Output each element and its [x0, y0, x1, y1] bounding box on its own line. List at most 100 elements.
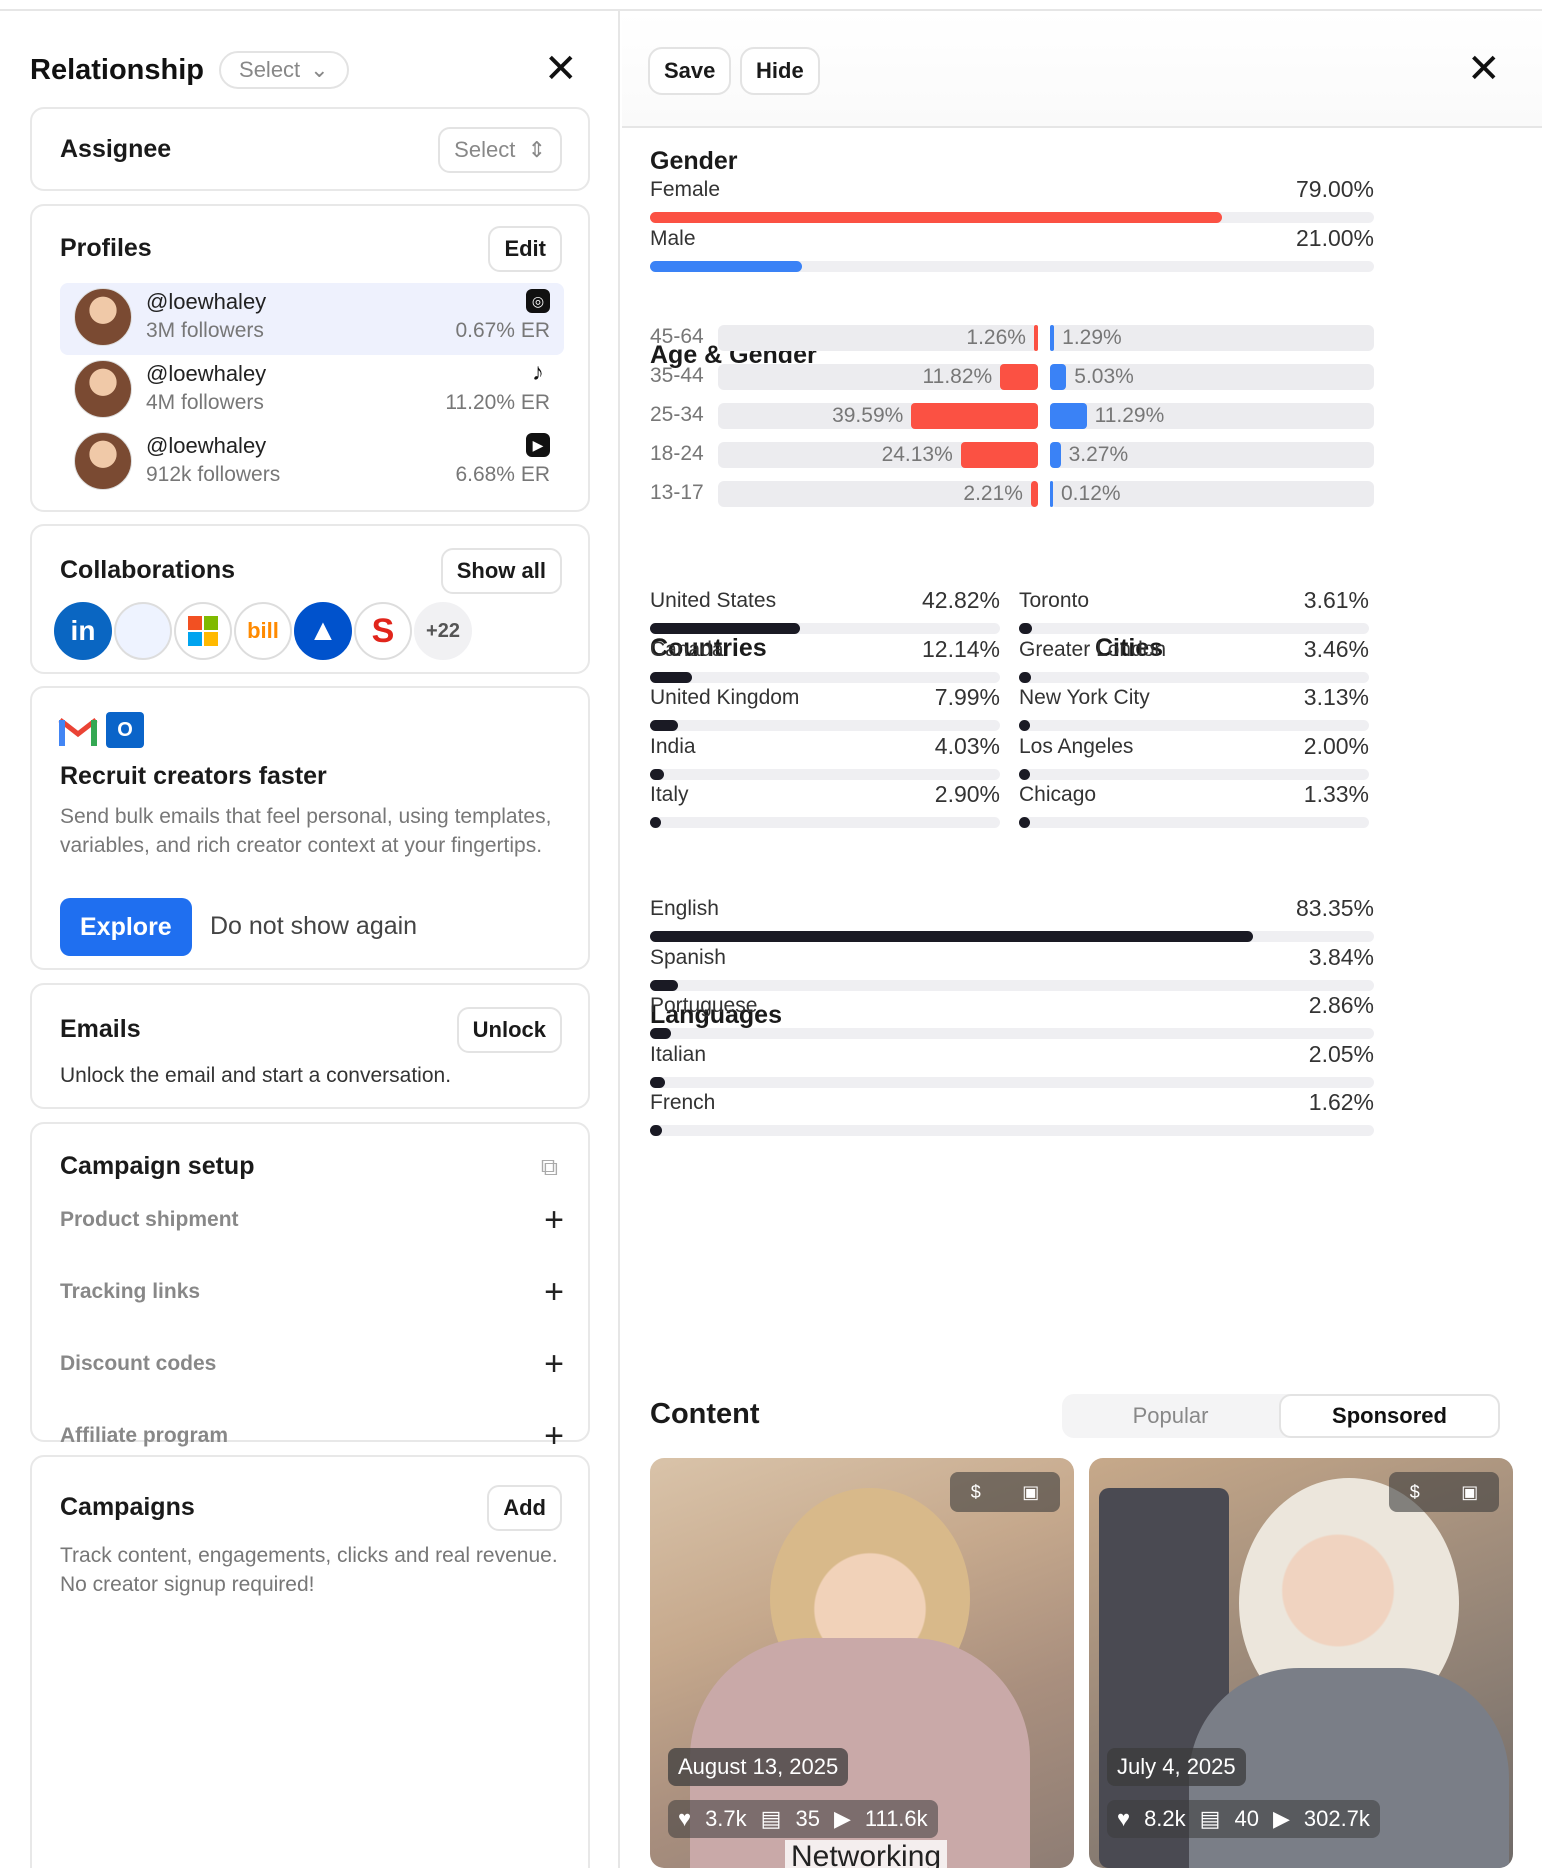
bar-fill [1019, 671, 1032, 683]
explore-button[interactable]: Explore [60, 898, 192, 956]
show-all-button[interactable]: Show all [440, 548, 562, 594]
tab-sponsored[interactable]: Sponsored [1279, 1394, 1500, 1438]
bar-fill [650, 623, 800, 634]
brand-logo[interactable] [114, 602, 172, 660]
male-value: 5.03% [1074, 365, 1134, 388]
hide-button[interactable]: Hide [740, 47, 820, 95]
bar-value: 3.46% [1303, 635, 1369, 662]
close-icon[interactable]: ✕ [1467, 47, 1501, 91]
add-campaign-button[interactable]: Add [487, 1485, 562, 1531]
bar-value: 2.86% [1308, 992, 1374, 1018]
male-bar [1050, 481, 1053, 507]
chevron-down-icon: ⌄ [310, 57, 329, 82]
setup-item[interactable]: Tracking links + [60, 1272, 564, 1312]
male-track: 1.29% [1050, 325, 1374, 351]
campaigns-title: Campaigns [60, 1493, 195, 1521]
atlassian-logo[interactable]: ▲ [294, 602, 352, 660]
bar-value: 3.84% [1308, 943, 1374, 970]
bill-logo[interactable]: bill [234, 602, 292, 660]
setup-item-label: Product shipment [60, 1208, 239, 1231]
male-track: 0.12% [1050, 481, 1374, 507]
age-range-label: 35-44 [650, 364, 704, 387]
cities-title: Cities [1095, 634, 1164, 662]
edit-profiles-button[interactable]: Edit [488, 226, 562, 272]
profile-row[interactable]: @loewhaley 912k followers ▶ 6.68% ER [60, 427, 564, 499]
gender-title: Gender [650, 147, 738, 175]
setup-item[interactable]: Affiliate program + [60, 1416, 564, 1456]
emails-description: Unlock the email and start a conversatio… [60, 1064, 452, 1087]
save-button[interactable]: Save [648, 47, 732, 95]
play-icon: ▶ [833, 1806, 851, 1831]
video-card[interactable]: $ ▣ August 13, 2025 ♥ 3.7k ▤ 35 ▶ 111.6k Net… [650, 1458, 1074, 1868]
bar-fill [650, 671, 693, 683]
profile-followers: 912k followers [146, 463, 281, 486]
female-bar [960, 442, 1038, 468]
bar-fill [650, 979, 678, 991]
age-range-label: 25-34 [650, 403, 704, 426]
bar-label: Los Angeles [1019, 734, 1134, 758]
plus-icon[interactable]: + [544, 1200, 564, 1239]
male-value: 1.29% [1062, 326, 1122, 349]
reel-icon: ▣ [1022, 1481, 1040, 1502]
video-date: July 4, 2025 [1107, 1748, 1246, 1786]
copy-icon[interactable]: ⧉ [540, 1154, 558, 1181]
campaign-setup-card: Campaign setup ⧉ Product shipment + Track… [30, 1122, 590, 1455]
age-range-label: 13-17 [650, 481, 704, 504]
video-card[interactable]: $ ▣ July 4, 2025 ♥ 8.2k ▤ 40 ▶ 302.7k [1089, 1458, 1513, 1868]
bar-value: 1.62% [1308, 1089, 1374, 1115]
dismiss-link[interactable]: Do not show again [210, 912, 418, 940]
views-count: 302.7k [1303, 1806, 1370, 1831]
female-value: 39.59% [832, 404, 904, 427]
promo-card: O Recruit creators faster Send bulk emai… [30, 686, 590, 970]
female-bar [1000, 364, 1038, 390]
bar-value: 21.00% [1295, 225, 1374, 251]
profile-row[interactable]: @loewhaley 4M followers ♪ 11.20% ER [60, 355, 564, 427]
content-title: Content [650, 1398, 760, 1430]
more-collabs-badge[interactable]: +22 [414, 602, 472, 660]
plus-icon[interactable]: + [544, 1272, 564, 1311]
profile-row[interactable]: @loewhaley 3M followers ◎ 0.67% ER [60, 283, 564, 355]
bar-value: 2.05% [1308, 1040, 1374, 1067]
status-select[interactable]: Select ⌄ [219, 51, 349, 89]
bar-track [650, 768, 1000, 780]
tab-popular[interactable]: Popular [1132, 1403, 1209, 1428]
setup-item[interactable]: Discount codes + [60, 1344, 564, 1384]
audience-header: Save Hide ✕ [622, 11, 1542, 128]
bar-fill [650, 1076, 665, 1088]
profile-handle: @loewhaley [146, 433, 267, 458]
bar-value: 7.99% [934, 684, 1000, 710]
male-value: 0.12% [1061, 482, 1121, 505]
bar-track [650, 261, 1374, 272]
bar-label: French [650, 1091, 716, 1114]
snapdragon-logo[interactable]: S [354, 602, 412, 660]
campaign-setup-title: Campaign setup [60, 1152, 255, 1180]
assignee-select[interactable]: Select ⇕ [438, 127, 562, 173]
linkedin-logo[interactable]: in [54, 602, 112, 660]
video-badges: $ ▣ [1389, 1472, 1499, 1512]
tiktok-icon: ♪ [532, 359, 544, 386]
bar-fill [650, 768, 665, 780]
setup-item[interactable]: Product shipment + [60, 1200, 564, 1240]
microsoft-logo[interactable] [174, 602, 232, 660]
video-caption: Networking [785, 1840, 948, 1868]
bar-fill [650, 817, 661, 828]
close-icon[interactable]: ✕ [544, 47, 578, 91]
male-track: 5.03% [1050, 364, 1374, 390]
profile-handle: @loewhaley [146, 289, 267, 314]
setup-item-label: Discount codes [60, 1352, 217, 1375]
plus-icon[interactable]: + [544, 1344, 564, 1383]
plus-icon[interactable]: + [544, 1416, 564, 1455]
bar-track [650, 212, 1374, 223]
assignee-label: Assignee [60, 135, 172, 163]
profile-er: 6.68% ER [455, 463, 550, 486]
unlock-button[interactable]: Unlock [456, 1007, 562, 1053]
heart-icon: ♥ [1117, 1806, 1131, 1831]
bar-track [650, 931, 1374, 942]
likes-count: 8.2k [1144, 1806, 1186, 1831]
avatar [74, 288, 132, 346]
female-track: 39.59% [718, 403, 1038, 429]
bar-label: English [650, 897, 719, 920]
bar-fill [650, 720, 678, 731]
bar-fill [650, 212, 1222, 223]
bar-track [650, 1125, 1374, 1136]
